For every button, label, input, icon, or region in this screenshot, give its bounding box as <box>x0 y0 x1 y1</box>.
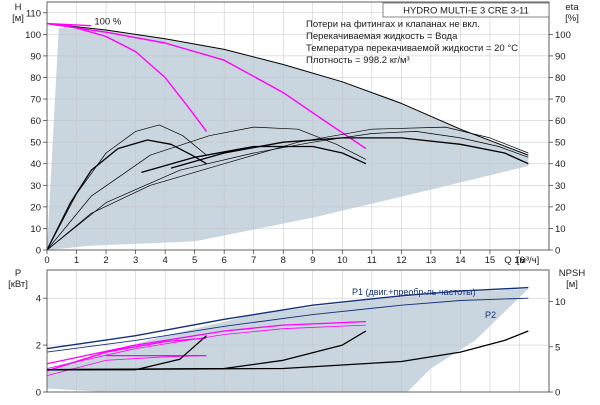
p-npsh-series-4-line <box>46 324 366 369</box>
chart-note: Плотность = 998.2 кг/м³ <box>306 55 410 66</box>
qh-ylabel: H <box>15 2 22 13</box>
qh-ytick-label: 80 <box>30 73 41 84</box>
qh-xtick-label: 13 <box>426 255 437 266</box>
p-npsh-y2tick-label: 0 <box>555 388 560 399</box>
chart-note: Температура перекачиваемой жидкости = 20… <box>306 43 518 54</box>
qh-series-3-line <box>46 22 92 27</box>
qh-ytick-label: 100 <box>25 30 41 41</box>
p-npsh-y2label: NPSH <box>559 268 586 279</box>
qh-xtick-label: 0 <box>44 255 49 266</box>
qh-ytick-label: 110 <box>26 8 41 19</box>
p-npsh-plot-border <box>46 269 550 393</box>
qh-xtick-label: 12 <box>396 255 407 266</box>
qh-series-10-line <box>46 126 529 251</box>
chart-title-box <box>382 2 550 18</box>
qh-y2tick-label: 0 <box>555 246 560 257</box>
qh-xtick-label: 1 <box>74 255 79 266</box>
qh-y2tick-label: 40 <box>555 159 566 170</box>
qh-series-8-line <box>46 126 367 251</box>
p-npsh-series-9-line <box>46 330 529 371</box>
qh-xtick-label: 4 <box>162 255 167 266</box>
chart-note: Потери на фитингах и клапанах не вкл. <box>306 19 480 30</box>
qh-y2tick-label: 100 <box>555 30 571 41</box>
qh-ytick-label: 90 <box>30 51 41 62</box>
qh-series-6-line <box>170 137 529 169</box>
qh-y2tick-label: 50 <box>555 138 566 149</box>
p-npsh-ytick-label: 4 <box>36 294 41 305</box>
qh-yunit: [м] <box>12 13 24 24</box>
qh-ytick-label: 50 <box>30 138 41 149</box>
qh-ytick-label: 20 <box>30 202 41 213</box>
efficiency-100-label: 100 % <box>94 16 121 27</box>
p-npsh-series-1-line <box>46 297 529 353</box>
qh-ytick-label: 0 <box>36 246 41 257</box>
p-npsh-ylabel: P <box>15 268 21 279</box>
chart-title: HYDRO MULTI-E 3 CRE 3-11 <box>403 6 529 17</box>
qh-y2tick-label: 60 <box>555 116 566 127</box>
qh-xtick-label: 8 <box>281 255 286 266</box>
chart-note: Перекачиваемая жидкость = Вода <box>306 31 458 42</box>
qh-series-4-line <box>46 139 207 251</box>
p-npsh-series-3-line <box>46 320 366 365</box>
qh-y2tick-label: 10 <box>555 224 566 235</box>
p-npsh-y2unit: [м] <box>566 279 578 290</box>
qh-y2unit: [%] <box>565 13 579 24</box>
qh-xtick-label: 16 <box>514 255 525 266</box>
qh-operating-region <box>47 27 529 250</box>
qh-plot-border <box>46 1 550 251</box>
qh-ytick-label: 30 <box>30 181 41 192</box>
qh-xunit: [м³/ч] <box>517 255 540 266</box>
qh-y2tick-label: 70 <box>555 95 566 106</box>
series-p1-label: P1 (двиг.+преобр-ль частоты) <box>352 287 476 297</box>
qh-y2tick-label: 30 <box>555 181 566 192</box>
qh-series-7-line <box>46 124 207 251</box>
p-npsh-y2tick-label: 5 <box>555 342 560 353</box>
qh-xtick-label: 15 <box>485 255 496 266</box>
p-npsh-yunit: [кВт] <box>8 279 28 290</box>
qh-y2tick-label: 90 <box>555 51 566 62</box>
qh-xtick-label: 11 <box>367 255 377 266</box>
qh-series-2-line <box>46 22 367 150</box>
qh-xtick-label: 5 <box>192 255 197 266</box>
qh-y2tick-label: 80 <box>555 73 566 84</box>
qh-ytick-label: 10 <box>30 224 41 235</box>
series-p2-label: P2 <box>485 310 496 320</box>
p-npsh-operating-region <box>47 288 529 392</box>
qh-xtick-label: 2 <box>103 255 108 266</box>
qh-series-9-line <box>46 131 529 251</box>
p-npsh-y2tick-label: 10 <box>555 297 566 308</box>
qh-xtick-label: 14 <box>455 255 466 266</box>
qh-ytick-label: 60 <box>30 116 41 127</box>
p-npsh-series-0-line <box>46 286 529 350</box>
p-npsh-ytick-label: 2 <box>36 341 41 352</box>
qh-ytick-label: 40 <box>30 159 41 170</box>
qh-xtick-label: 7 <box>251 255 256 266</box>
qh-ytick-label: 70 <box>30 95 41 106</box>
qh-series-0-line <box>46 23 529 156</box>
p-npsh-ytick-label: 0 <box>36 388 41 399</box>
qh-xlabel: Q <box>504 255 511 266</box>
qh-xtick-label: 10 <box>337 255 348 266</box>
qh-y2tick-label: 20 <box>555 202 566 213</box>
qh-xtick-label: 6 <box>222 255 227 266</box>
qh-xtick-label: 9 <box>310 255 315 266</box>
qh-xtick-label: 3 <box>133 255 138 266</box>
qh-y2label: eta <box>565 2 579 13</box>
